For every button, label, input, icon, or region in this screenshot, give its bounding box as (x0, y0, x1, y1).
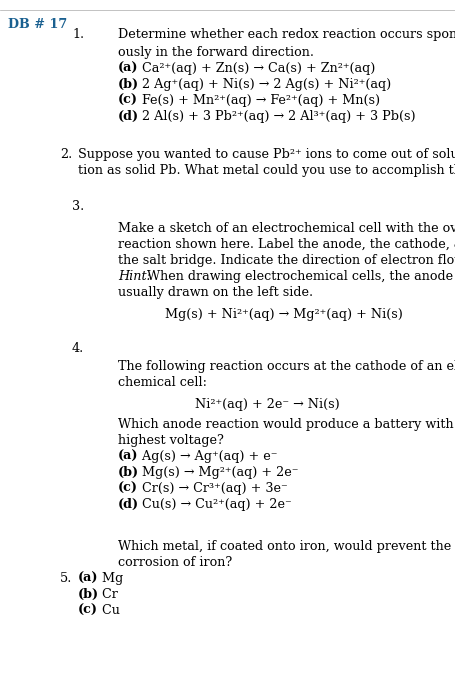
Text: (a): (a) (118, 62, 138, 75)
Text: (b): (b) (118, 466, 139, 479)
Text: Mg: Mg (95, 572, 124, 585)
Text: (a): (a) (118, 450, 138, 463)
Text: Mg(s) + Ni²⁺(aq) → Mg²⁺(aq) + Ni(s): Mg(s) + Ni²⁺(aq) → Mg²⁺(aq) + Ni(s) (165, 308, 403, 321)
Text: Hint:: Hint: (118, 270, 151, 283)
Text: (c): (c) (118, 482, 138, 495)
Text: Fe(s) + Mn²⁺(aq) → Fe²⁺(aq) + Mn(s): Fe(s) + Mn²⁺(aq) → Fe²⁺(aq) + Mn(s) (135, 94, 381, 107)
Text: 2 Ag⁺(aq) + Ni(s) → 2 Ag(s) + Ni²⁺(aq): 2 Ag⁺(aq) + Ni(s) → 2 Ag(s) + Ni²⁺(aq) (135, 78, 392, 91)
Text: Ca²⁺(aq) + Zn(s) → Ca(s) + Zn²⁺(aq): Ca²⁺(aq) + Zn(s) → Ca(s) + Zn²⁺(aq) (135, 62, 376, 75)
Text: tion as solid Pb. What metal could you use to accomplish this?: tion as solid Pb. What metal could you u… (78, 164, 455, 177)
Text: Cu(s) → Cu²⁺(aq) + 2e⁻: Cu(s) → Cu²⁺(aq) + 2e⁻ (135, 498, 292, 511)
Text: When drawing electrochemical cells, the anode is: When drawing electrochemical cells, the … (143, 270, 455, 283)
Text: usually drawn on the left side.: usually drawn on the left side. (118, 286, 313, 299)
Text: Cu: Cu (95, 604, 121, 617)
Text: (a): (a) (78, 572, 98, 585)
Text: ously in the forward direction.: ously in the forward direction. (118, 46, 314, 59)
Text: Mg(s) → Mg²⁺(aq) + 2e⁻: Mg(s) → Mg²⁺(aq) + 2e⁻ (135, 466, 299, 479)
Text: 3.: 3. (72, 200, 84, 213)
Text: corrosion of iron?: corrosion of iron? (118, 556, 232, 569)
Text: 5.: 5. (60, 572, 72, 585)
Text: Suppose you wanted to cause Pb²⁺ ions to come out of solu-: Suppose you wanted to cause Pb²⁺ ions to… (78, 148, 455, 161)
Text: (d): (d) (118, 110, 139, 123)
Text: chemical cell:: chemical cell: (118, 376, 207, 389)
Text: (b): (b) (78, 588, 99, 601)
Text: (c): (c) (118, 94, 138, 107)
Text: highest voltage?: highest voltage? (118, 434, 224, 447)
Text: Ag(s) → Ag⁺(aq) + e⁻: Ag(s) → Ag⁺(aq) + e⁻ (135, 450, 278, 463)
Text: reaction shown here. Label the anode, the cathode, and: reaction shown here. Label the anode, th… (118, 238, 455, 251)
Text: Which metal, if coated onto iron, would prevent the: Which metal, if coated onto iron, would … (118, 540, 451, 553)
Text: Cr(s) → Cr³⁺(aq) + 3e⁻: Cr(s) → Cr³⁺(aq) + 3e⁻ (135, 482, 288, 495)
Text: 2 Al(s) + 3 Pb²⁺(aq) → 2 Al³⁺(aq) + 3 Pb(s): 2 Al(s) + 3 Pb²⁺(aq) → 2 Al³⁺(aq) + 3 Pb… (135, 110, 416, 123)
Text: Cr: Cr (95, 588, 118, 601)
Text: Which anode reaction would produce a battery with the: Which anode reaction would produce a bat… (118, 418, 455, 431)
Text: Make a sketch of an electrochemical cell with the overall: Make a sketch of an electrochemical cell… (118, 222, 455, 235)
Text: (c): (c) (78, 604, 98, 617)
Text: DB # 17: DB # 17 (8, 18, 67, 31)
Text: 2.: 2. (60, 148, 72, 161)
Text: The following reaction occurs at the cathode of an electro-: The following reaction occurs at the cat… (118, 360, 455, 373)
Text: (d): (d) (118, 498, 139, 511)
Text: Determine whether each redox reaction occurs spontane-: Determine whether each redox reaction oc… (118, 28, 455, 41)
Text: (b): (b) (118, 78, 139, 91)
Text: 1.: 1. (72, 28, 84, 41)
Text: the salt bridge. Indicate the direction of electron flow.: the salt bridge. Indicate the direction … (118, 254, 455, 267)
Text: Ni²⁺(aq) + 2e⁻ → Ni(s): Ni²⁺(aq) + 2e⁻ → Ni(s) (195, 398, 340, 411)
Text: 4.: 4. (72, 342, 84, 355)
